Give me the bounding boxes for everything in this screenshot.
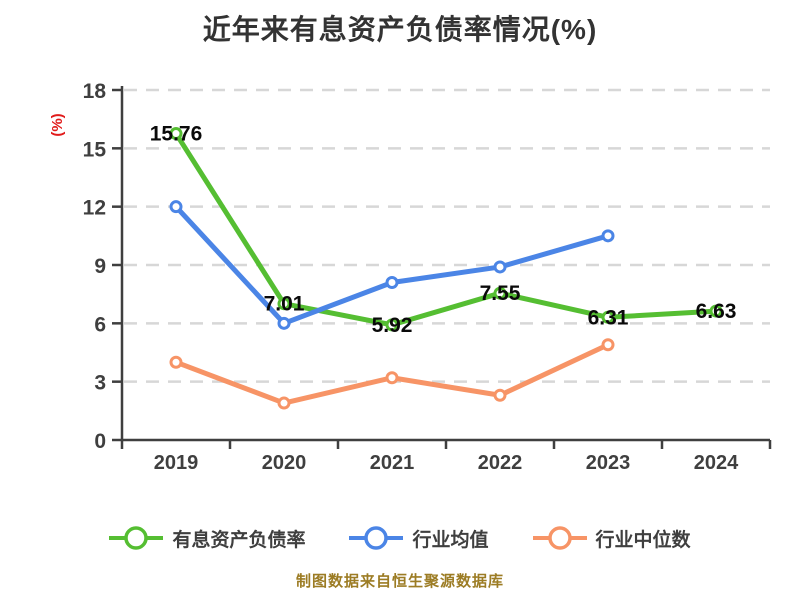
data-point-1-2022	[493, 260, 507, 274]
x-tick-label: 2023	[586, 452, 631, 474]
data-label-2021: 5.92	[372, 314, 413, 337]
y-tick-label: 3	[94, 372, 106, 395]
y-axis-unit-label: (%)	[49, 113, 66, 136]
y-tick-label: 12	[83, 197, 106, 220]
y-tick-label: 15	[83, 138, 107, 161]
data-point-0-2024	[709, 304, 723, 318]
line-circle-marker-icon	[349, 525, 404, 551]
data-point-1-2020	[277, 316, 291, 330]
data-point-2-2023	[601, 338, 615, 352]
legend-label: 行业中位数	[595, 529, 691, 551]
data-point-2-2021	[385, 371, 399, 385]
y-tick-label: 9	[94, 255, 106, 278]
data-label-2022: 7.55	[480, 282, 521, 305]
data-point-1-2023	[601, 229, 615, 243]
legend-label: 行业均值	[412, 529, 489, 551]
data-point-1-2021	[385, 276, 399, 289]
data-point-0-2019	[169, 127, 183, 141]
data-point-0-2020	[277, 297, 291, 311]
legend-item-industry-mean[interactable]: 行业均值	[349, 525, 489, 552]
chart-title: 近年来有息资产负债率情况(%)	[202, 14, 598, 45]
data-label-2019: 15.76	[150, 123, 203, 146]
data-label-2024: 6.63	[696, 300, 737, 323]
y-tick-label: 0	[94, 430, 106, 453]
data-point-2-2020	[277, 396, 291, 410]
series-line-0	[173, 131, 719, 328]
x-tick-label: 2020	[262, 452, 307, 474]
y-tick-label: 18	[83, 80, 107, 103]
x-tick-label: 2021	[370, 452, 415, 474]
data-point-0-2021	[385, 318, 399, 332]
data-point-2-2019	[169, 355, 183, 369]
y-tick-label: 6	[94, 313, 106, 336]
x-tick-label: 2019	[154, 452, 199, 474]
data-point-2-2022	[493, 388, 507, 402]
legend: 有息资产负债率 行业均值 行业中位数	[0, 518, 800, 558]
data-point-0-2023	[601, 310, 615, 324]
legend-label: 有息资产负债率	[172, 529, 306, 551]
x-tick-label: 2024	[694, 452, 739, 474]
data-source-note: 制图数据来自恒生聚源数据库	[295, 573, 504, 590]
line-circle-marker-icon	[532, 525, 587, 551]
legend-item-interest-debt-ratio[interactable]: 有息资产负债率	[109, 525, 305, 552]
data-label-2023: 6.31	[588, 306, 629, 329]
data-label-2020: 7.01	[264, 293, 305, 316]
legend-item-industry-median[interactable]: 行业中位数	[532, 525, 691, 552]
line-circle-marker-icon	[109, 525, 164, 551]
data-point-1-2019	[169, 200, 183, 214]
data-point-0-2022	[493, 286, 507, 300]
x-tick-label: 2022	[478, 452, 523, 474]
